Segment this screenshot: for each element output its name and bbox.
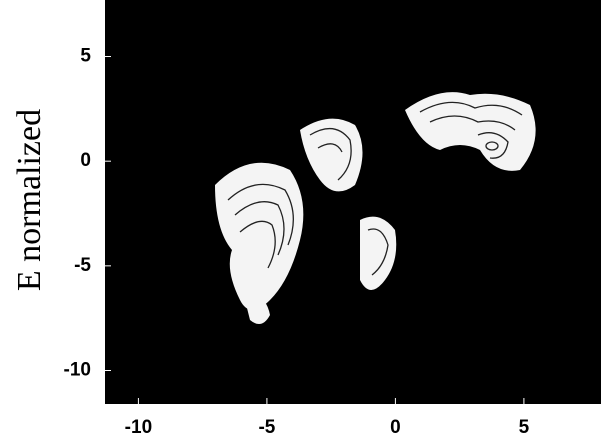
y-tick-label: 5 (80, 46, 91, 67)
contour-field (215, 92, 536, 324)
x-tick-label: -10 (125, 417, 152, 438)
x-tick-label: 0 (390, 417, 401, 438)
y-tick-label: -10 (64, 360, 91, 381)
y-tick-label: 0 (80, 150, 91, 171)
plot-area (105, 0, 601, 404)
x-tick-label: -5 (258, 417, 275, 438)
y-axis-label: E normalized (11, 109, 48, 291)
x-tick-label: 5 (519, 417, 530, 438)
y-tick-label: -5 (74, 255, 91, 276)
